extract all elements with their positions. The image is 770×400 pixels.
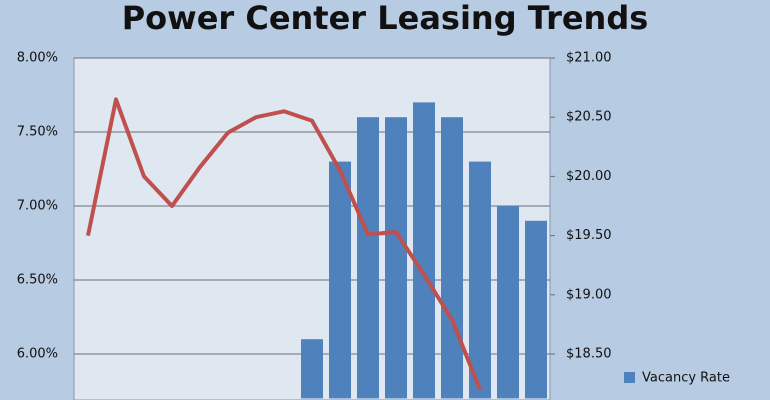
y-tick-label: 6.00% [17,347,58,362]
y-tick-label: 7.00% [17,199,58,214]
legend-label: Vacancy Rate [642,371,730,386]
y2-tick-label: $20.00 [566,169,612,184]
y-tick-label: 7.50% [17,125,58,140]
y-tick-label: 8.00% [17,51,58,66]
y2-tick-label: $19.00 [566,287,612,302]
bar [441,117,463,399]
bar [413,102,435,399]
line [86,97,482,391]
y2-tick-label: $19.50 [566,228,612,243]
legend-swatch [624,372,635,383]
bar [385,117,407,399]
bar [329,161,351,399]
bar [357,117,379,399]
bar [301,339,323,399]
chart-title: Power Center Leasing Trends [122,0,649,37]
y2-tick-label: $20.50 [566,110,612,125]
bar [525,220,547,399]
y2-tick-label: $21.00 [566,51,612,66]
y-tick-label: 6.50% [17,273,58,288]
y2-tick-label: $18.50 [566,347,612,362]
bar [497,206,519,399]
bar [469,161,491,399]
